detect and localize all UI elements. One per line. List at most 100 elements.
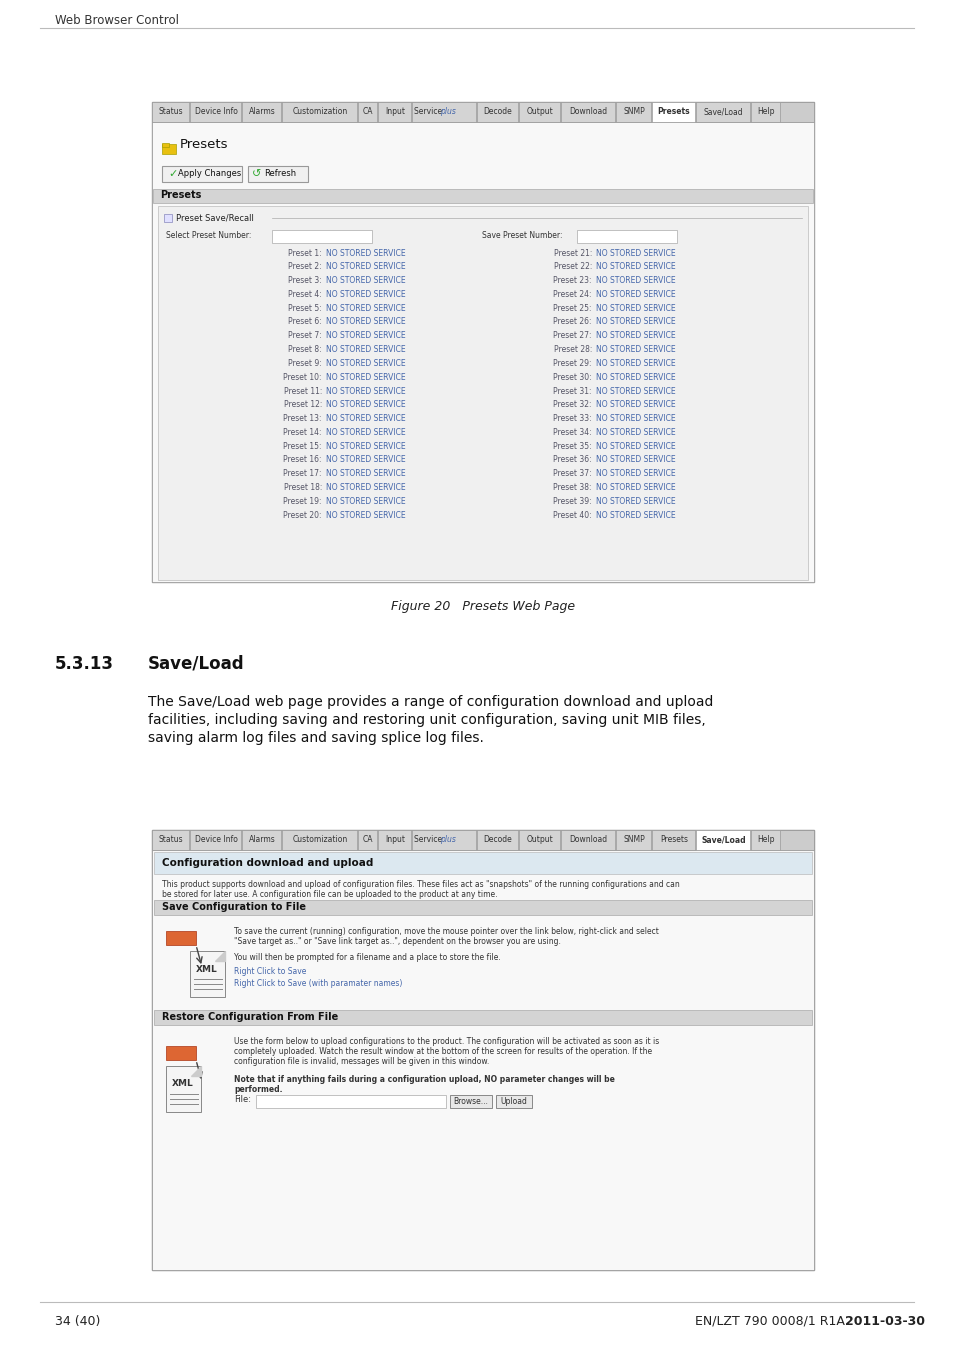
- Bar: [518, 830, 559, 850]
- Text: Right Click to Save (with paramater names): Right Click to Save (with paramater name…: [233, 979, 402, 988]
- Text: NO STORED SERVICE: NO STORED SERVICE: [326, 497, 405, 506]
- Bar: [696, 830, 749, 850]
- Text: Preset 38:: Preset 38:: [553, 483, 592, 493]
- Text: NO STORED SERVICE: NO STORED SERVICE: [596, 386, 675, 396]
- Text: Preset 25:: Preset 25:: [553, 304, 592, 313]
- Text: NO STORED SERVICE: NO STORED SERVICE: [596, 441, 675, 451]
- Text: Configuration download and upload: Configuration download and upload: [162, 859, 373, 868]
- Text: Save/Load: Save/Load: [700, 836, 745, 845]
- Text: Apply Changes: Apply Changes: [178, 170, 241, 178]
- Polygon shape: [191, 1066, 201, 1076]
- Text: Preset 20:: Preset 20:: [283, 510, 322, 520]
- Bar: [152, 122, 813, 582]
- Text: ✓: ✓: [168, 169, 177, 180]
- Text: NO STORED SERVICE: NO STORED SERVICE: [596, 455, 675, 464]
- Bar: [152, 830, 813, 850]
- Text: Preset 39:: Preset 39:: [553, 497, 592, 506]
- Text: Decode: Decode: [483, 108, 512, 116]
- Text: Alarms: Alarms: [249, 108, 275, 116]
- Text: Use the form below to upload configurations to the product. The configuration wi: Use the form below to upload configurati…: [233, 1037, 659, 1046]
- Text: Preset 14:: Preset 14:: [283, 428, 322, 437]
- Text: "Save target as.." or "Save link target as..", dependent on the browser you are : "Save target as.." or "Save link target …: [233, 937, 560, 946]
- Text: Status: Status: [158, 108, 183, 116]
- Text: NO STORED SERVICE: NO STORED SERVICE: [596, 359, 675, 369]
- Text: Preset 10:: Preset 10:: [283, 373, 322, 382]
- Text: CA: CA: [362, 108, 373, 116]
- Text: NO STORED SERVICE: NO STORED SERVICE: [326, 359, 405, 369]
- Bar: [162, 143, 169, 147]
- Text: Select Preset Number:: Select Preset Number:: [166, 231, 251, 240]
- Bar: [560, 830, 615, 850]
- Bar: [166, 1066, 201, 1112]
- Text: Preset 6:: Preset 6:: [288, 317, 322, 327]
- Text: NO STORED SERVICE: NO STORED SERVICE: [326, 441, 405, 451]
- Bar: [357, 830, 376, 850]
- Text: Preset 30:: Preset 30:: [553, 373, 592, 382]
- Text: NO STORED SERVICE: NO STORED SERVICE: [596, 304, 675, 313]
- Bar: [164, 215, 172, 221]
- Bar: [616, 103, 650, 122]
- Text: plus: plus: [439, 108, 456, 116]
- Bar: [152, 103, 189, 122]
- Text: NO STORED SERVICE: NO STORED SERVICE: [596, 277, 675, 285]
- Text: Browse...: Browse...: [453, 1096, 488, 1106]
- Text: The Save/Load web page provides a range of configuration download and upload: The Save/Load web page provides a range …: [148, 695, 713, 709]
- Text: Preset 23:: Preset 23:: [553, 277, 592, 285]
- Text: NO STORED SERVICE: NO STORED SERVICE: [596, 497, 675, 506]
- Text: NO STORED SERVICE: NO STORED SERVICE: [326, 401, 405, 409]
- Bar: [750, 830, 780, 850]
- Text: NO STORED SERVICE: NO STORED SERVICE: [596, 317, 675, 327]
- Text: NO STORED SERVICE: NO STORED SERVICE: [326, 455, 405, 464]
- Text: Preset 4:: Preset 4:: [288, 290, 322, 298]
- Text: NO STORED SERVICE: NO STORED SERVICE: [326, 346, 405, 354]
- Text: saving alarm log files and saving splice log files.: saving alarm log files and saving splice…: [148, 730, 483, 745]
- Text: Help: Help: [757, 108, 774, 116]
- Text: Status: Status: [158, 836, 183, 845]
- Text: NO STORED SERVICE: NO STORED SERVICE: [326, 373, 405, 382]
- Text: XML: XML: [172, 1080, 193, 1088]
- Text: Device Info: Device Info: [194, 108, 237, 116]
- Text: NO STORED SERVICE: NO STORED SERVICE: [596, 290, 675, 298]
- Text: Preset 8:: Preset 8:: [288, 346, 322, 354]
- Bar: [476, 103, 517, 122]
- Text: Output: Output: [526, 108, 553, 116]
- Text: NO STORED SERVICE: NO STORED SERVICE: [596, 331, 675, 340]
- Text: Input: Input: [385, 108, 405, 116]
- Bar: [357, 103, 376, 122]
- Text: Device Info: Device Info: [194, 836, 237, 845]
- Text: Preset 9:: Preset 9:: [288, 359, 322, 369]
- Bar: [616, 830, 650, 850]
- Bar: [412, 103, 476, 122]
- Text: Input: Input: [385, 836, 405, 845]
- Bar: [651, 830, 695, 850]
- Text: configuration file is invalid, messages will be given in this window.: configuration file is invalid, messages …: [233, 1057, 489, 1066]
- Text: Preset 3:: Preset 3:: [288, 277, 322, 285]
- Text: Download: Download: [569, 108, 607, 116]
- Text: Preset 24:: Preset 24:: [553, 290, 592, 298]
- Text: SNMP: SNMP: [622, 108, 644, 116]
- Text: 5.3.13: 5.3.13: [55, 655, 113, 674]
- Bar: [190, 103, 241, 122]
- Bar: [158, 207, 807, 580]
- Bar: [518, 103, 559, 122]
- Text: Preset 16:: Preset 16:: [283, 455, 322, 464]
- Bar: [152, 103, 813, 122]
- Bar: [242, 103, 281, 122]
- Bar: [651, 103, 695, 122]
- Text: SNMP: SNMP: [622, 836, 644, 845]
- Text: NO STORED SERVICE: NO STORED SERVICE: [596, 428, 675, 437]
- Bar: [377, 830, 411, 850]
- Text: CA: CA: [362, 836, 373, 845]
- Text: NO STORED SERVICE: NO STORED SERVICE: [326, 414, 405, 423]
- Bar: [696, 103, 749, 122]
- Bar: [450, 1095, 492, 1108]
- Text: Web Browser Control: Web Browser Control: [55, 14, 179, 27]
- Bar: [152, 830, 813, 1270]
- Text: Help: Help: [757, 836, 774, 845]
- Bar: [152, 830, 189, 850]
- Bar: [152, 103, 813, 582]
- Text: NO STORED SERVICE: NO STORED SERVICE: [596, 470, 675, 478]
- Text: Preset 37:: Preset 37:: [553, 470, 592, 478]
- Text: Presets: Presets: [160, 190, 201, 200]
- Text: NO STORED SERVICE: NO STORED SERVICE: [326, 290, 405, 298]
